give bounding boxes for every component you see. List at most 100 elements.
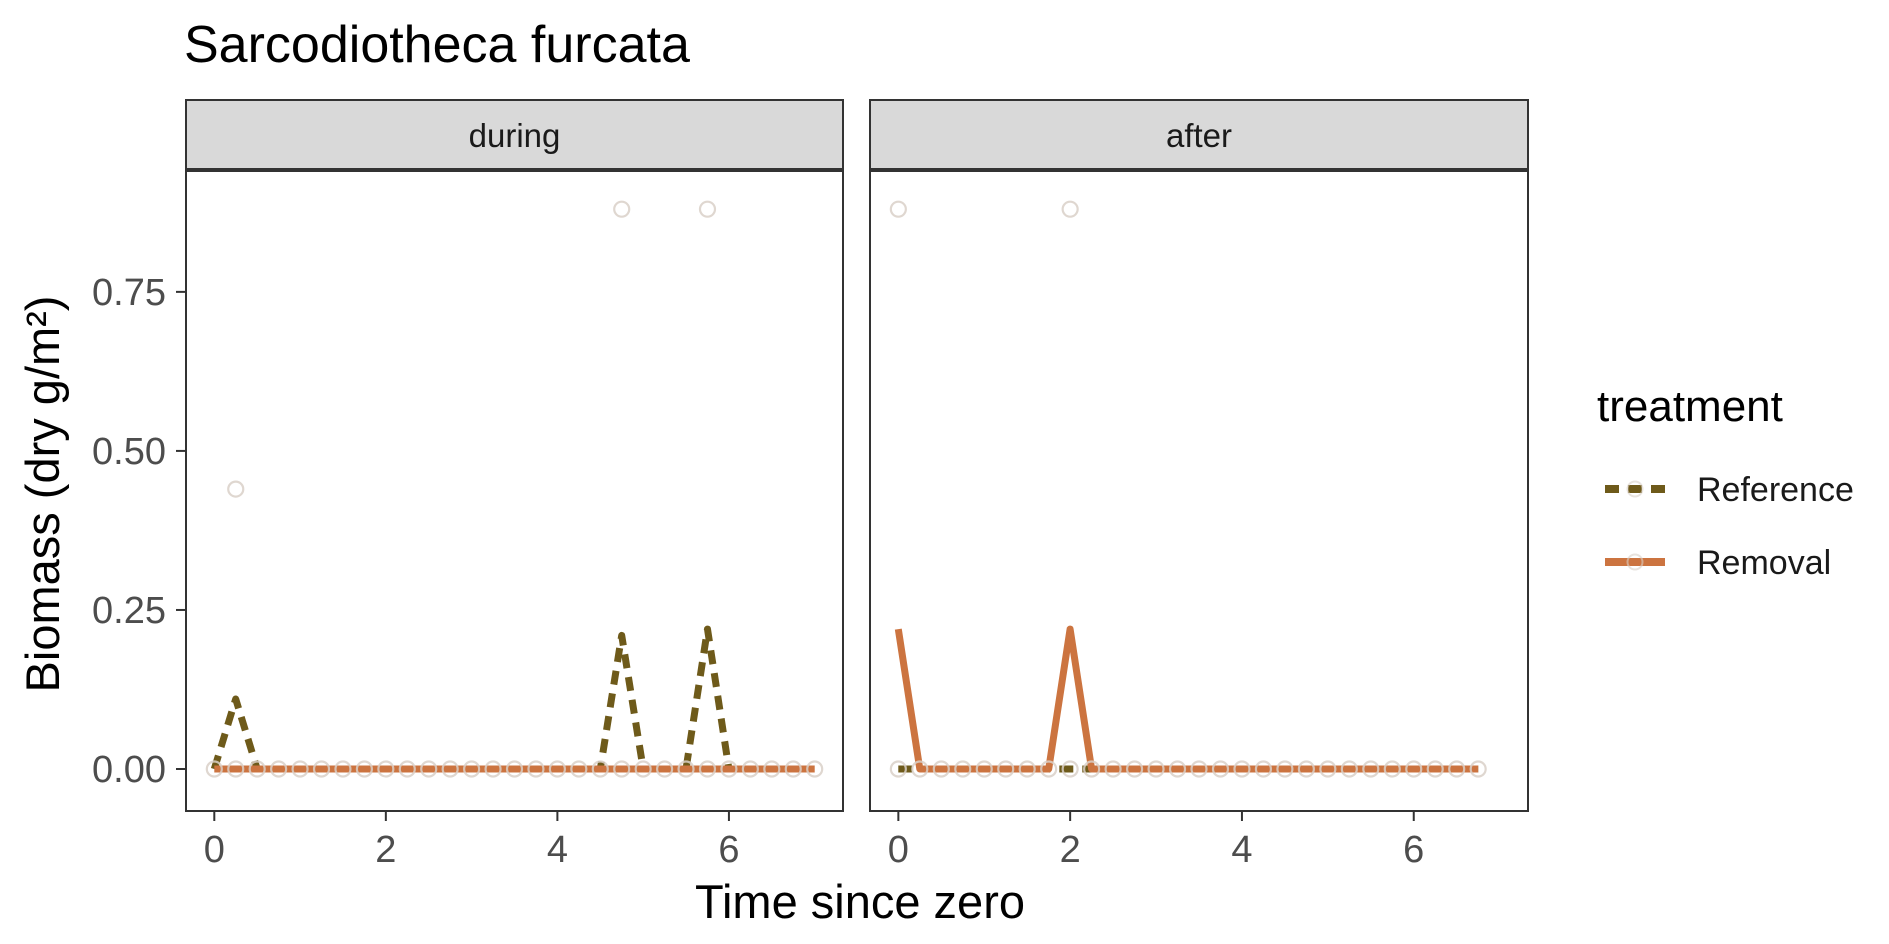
data-point [1426,760,1444,778]
data-point [1061,200,1079,218]
data-point [1254,760,1273,778]
data-point [1083,760,1101,778]
y-tick-label: 0.75 [92,272,166,314]
data-point [1448,760,1466,778]
data-point [505,760,524,778]
data-point [763,760,781,778]
data-point [398,760,416,778]
facet-during: during 0 2 4 6 0.00 0.25 0.50 0.75 [92,99,844,871]
data-point [527,760,545,778]
facet-strip [869,99,1529,170]
legend-key-point [1626,480,1644,498]
data-point [1297,760,1315,778]
y-tick-label: 0.25 [92,590,166,632]
x-tick-label: 4 [1231,829,1252,871]
data-point [741,760,759,778]
facet-strip-label: during [469,117,561,154]
legend-key-point [1626,553,1644,571]
data-point [911,760,929,778]
data-point [1125,760,1144,778]
data-point [312,760,331,778]
x-tick-label: 2 [1060,829,1081,871]
facet-strip-label: after [1166,117,1232,154]
data-point [720,760,738,778]
legend-entries: Reference Removal [1605,471,1854,582]
data-point [334,760,352,778]
y-tick-label: 0.00 [92,749,166,791]
data-point [441,760,459,778]
panel-background [870,171,1528,811]
data-point [655,760,674,778]
data-point [975,760,993,778]
data-point [698,200,717,218]
series-line-removal [894,625,1479,773]
series-line-reference [210,625,733,773]
data-point [377,760,395,778]
facet-strip [185,99,844,170]
data-point [248,760,266,778]
data-point [1383,760,1401,778]
data-point [1233,760,1251,778]
x-tick-label: 0 [888,829,909,871]
data-point [806,760,824,778]
data-point [1147,760,1165,778]
x-tick-label: 0 [204,829,225,871]
data-point [270,760,288,778]
data-point [954,760,972,778]
panel-marks [205,200,824,778]
data-point [784,760,802,778]
data-point [677,760,695,778]
data-point [1340,760,1358,778]
data-point [291,760,309,778]
data-point [634,760,652,778]
data-point [1211,760,1230,778]
legend: treatment Reference Removal [1597,382,1854,582]
data-point [227,480,245,498]
data-point [1061,760,1079,778]
data-point [1405,760,1423,778]
data-point [1168,760,1187,778]
x-tick-label: 2 [375,829,396,871]
y-tick-label: 0.50 [92,431,166,473]
data-point [889,200,907,218]
x-tick-label: 6 [1403,829,1424,871]
panel-marks [889,200,1487,778]
x-axis-title: Time since zero [695,875,1025,928]
data-point [355,760,374,778]
data-point [227,760,245,778]
legend-entry-reference: Reference [1605,471,1854,509]
x-tick-label: 6 [718,829,739,871]
data-point [548,760,566,778]
data-point [1104,760,1122,778]
data-point [1362,760,1380,778]
data-point [613,200,631,218]
data-point [420,760,438,778]
panel-border [869,170,1529,812]
data-point [932,760,950,778]
data-point [889,760,907,778]
legend-label: Removal [1697,544,1831,582]
panel-background [186,171,843,811]
data-point [1040,760,1058,778]
legend-entry-removal: Removal [1605,544,1831,582]
data-point [698,760,717,778]
data-point [1190,760,1208,778]
x-tick-label: 4 [547,829,568,871]
facet-after: after 0 2 4 6 [869,99,1529,871]
panel-border [185,170,844,812]
data-point [570,760,588,778]
legend-title: treatment [1597,382,1783,431]
data-point [613,760,631,778]
facet-panels: during 0 2 4 6 0.00 0.25 0.50 0.75 after 0 2 4 6 [92,99,1529,871]
data-point [1276,760,1294,778]
data-point [205,760,223,778]
legend-label: Reference [1697,471,1854,509]
y-axis-title: Biomass (dry g/m²) [16,296,69,693]
data-point [997,760,1015,778]
chart-title: Sarcodiotheca furcata [184,16,690,74]
data-point [1018,760,1036,778]
data-point [591,760,609,778]
data-point [1319,760,1337,778]
data-point [1469,760,1487,778]
